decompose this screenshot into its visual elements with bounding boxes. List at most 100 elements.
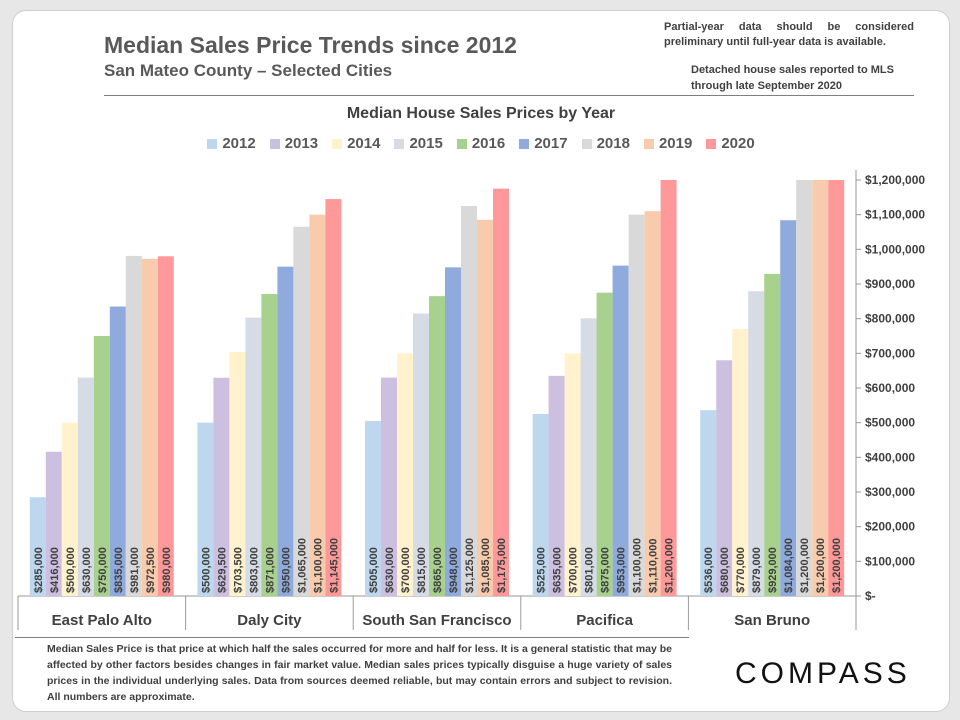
bar-data-label: $1,085,000 [480, 538, 492, 593]
bar-2014 [229, 352, 246, 596]
legend-item-2012: 2012 [207, 135, 256, 152]
bar-data-label: $680,000 [719, 547, 731, 593]
y-tick-label: $200,000 [865, 520, 915, 534]
bar-2020 [325, 199, 342, 597]
bar-2013 [716, 360, 733, 596]
partial-year-note: Partial-year data should be considered p… [664, 21, 914, 48]
bar-2017 [612, 265, 629, 596]
legend-label: 2016 [471, 135, 506, 152]
y-tick-label: $- [865, 589, 876, 603]
y-tick-label: $600,000 [865, 381, 915, 395]
bar-2014 [732, 329, 749, 596]
bar-data-label: $1,200,000 [815, 538, 827, 593]
legend-label: 2019 [658, 135, 693, 152]
page-subtitle: San Mateo County – Selected Cities [104, 61, 393, 80]
bar-2013 [213, 377, 230, 596]
bar-data-label: $871,000 [264, 547, 276, 593]
bar-data-label: $1,084,000 [783, 538, 795, 593]
legend-item-2017: 2017 [519, 135, 568, 152]
legend-label: 2018 [596, 135, 630, 152]
bar-data-label: $1,200,000 [831, 538, 843, 593]
bar-chart: $- $100,000 $200,000 $300,000 $400,000 $500,0… [17, 170, 925, 630]
legend-label: 2013 [284, 135, 319, 152]
legend-swatch [394, 138, 405, 149]
legend-swatch [706, 138, 717, 149]
bar-data-label: $1,110,000 [648, 539, 660, 593]
legend-item-2018: 2018 [581, 135, 630, 152]
legend-swatch [332, 138, 343, 149]
category-label: South San Francisco [362, 612, 511, 629]
bar-2015 [77, 377, 94, 596]
bar-data-label: $635,000 [552, 547, 564, 593]
bar-2020 [157, 256, 174, 596]
bar-data-label: $981,000 [129, 547, 141, 593]
y-tick-label: $900,000 [865, 277, 915, 291]
footnote-divider [15, 637, 689, 638]
bar-2020 [828, 180, 845, 596]
bar-2018 [125, 255, 142, 597]
category-label: San Bruno [734, 612, 810, 629]
category-label: Daly City [237, 612, 302, 629]
legend-item-2020: 2020 [706, 135, 755, 152]
page-title: Median Sales Price Trends since 2012 [104, 32, 517, 58]
bar-2016 [764, 273, 781, 596]
bar-2016 [261, 294, 278, 596]
bar-2017 [445, 267, 461, 596]
bar-data-label: $500,000 [65, 547, 77, 593]
y-tick-label: $300,000 [865, 485, 915, 499]
y-tick-label: $400,000 [865, 450, 915, 464]
bar-data-label: $1,065,000 [296, 538, 308, 593]
legend-label: 2017 [534, 135, 568, 152]
bar-2012 [365, 420, 381, 596]
legend-label: 2014 [347, 135, 381, 152]
legend-swatch [643, 138, 654, 149]
legend-swatch [519, 138, 530, 149]
bar-2016 [429, 296, 445, 596]
source-note: Detached house sales reported to MLS thr… [691, 64, 894, 92]
bar-2017 [109, 306, 126, 596]
bar-data-label: $703,500 [232, 547, 244, 593]
bar-data-label: $536,000 [703, 547, 715, 593]
legend-item-2014: 2014 [332, 135, 380, 152]
header-divider [104, 95, 914, 96]
bar-2017 [780, 220, 797, 597]
bar-2015 [245, 317, 262, 596]
bar-2019 [309, 214, 326, 596]
bar-data-label: $285,000 [33, 547, 45, 593]
bar-data-label: $630,000 [81, 547, 93, 593]
bar-2014 [397, 353, 413, 596]
bar-data-label: $416,000 [49, 547, 61, 593]
y-tick-label: $1,200,000 [865, 173, 925, 187]
bar-data-label: $525,000 [536, 547, 548, 593]
chart-legend: 2012 2013 2014 2015 2016 2017 2018 2019 2020 [13, 135, 949, 152]
bar-2012 [197, 422, 214, 596]
bar-2019 [141, 258, 158, 596]
legend-label: 2012 [222, 135, 256, 152]
bar-data-label: $972,500 [145, 547, 157, 593]
bar-data-label: $865,000 [432, 547, 444, 593]
legend-swatch [456, 138, 467, 149]
bar-2015 [748, 291, 765, 596]
bar-data-label: $1,200,000 [664, 538, 676, 593]
bar-data-label: $1,100,000 [632, 538, 644, 593]
footnote: Median Sales Price is that price at whic… [47, 643, 672, 703]
bar-2014 [61, 422, 78, 596]
bar-data-label: $950,000 [280, 547, 292, 593]
bar-data-label: $948,000 [448, 547, 460, 593]
bar-2012 [700, 410, 717, 596]
bar-2018 [293, 226, 310, 597]
bar-2018 [628, 214, 645, 596]
bar-data-label: $750,000 [97, 547, 109, 593]
bar-2019 [477, 219, 493, 596]
bar-data-label: $505,000 [368, 547, 380, 593]
bar-2012 [532, 414, 549, 596]
bar-data-label: $803,000 [248, 547, 260, 593]
legend-swatch [269, 138, 280, 149]
bar-2016 [93, 336, 110, 596]
bar-2019 [812, 180, 829, 596]
chart-title: Median House Sales Prices by Year [346, 105, 616, 122]
bar-data-label: $1,125,000 [464, 538, 476, 593]
bar-data-label: $700,000 [400, 547, 412, 593]
bar-2020 [493, 188, 509, 596]
category-label: East Palo Alto [52, 612, 152, 629]
